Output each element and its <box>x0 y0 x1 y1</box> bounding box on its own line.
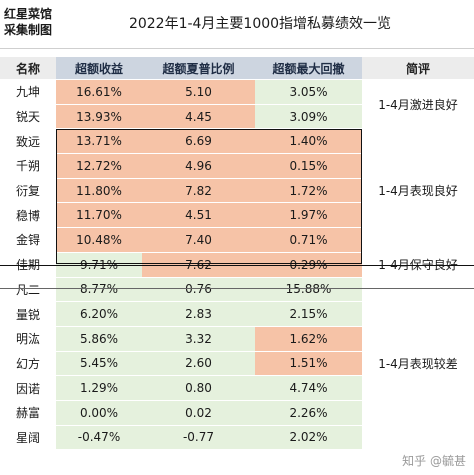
column-header-name: 名称 <box>0 57 56 80</box>
fund-name-cell: 因诺 <box>0 375 56 401</box>
fund-name-cell: 锐天 <box>0 104 56 130</box>
comment-cell: 1-4月保守良好 <box>362 252 474 278</box>
excess-sharpe-cell: 3.32 <box>142 326 255 352</box>
table-row: 金锝 10.48% 7.40 0.71% <box>0 227 474 253</box>
excess-sharpe-cell: 7.40 <box>142 227 255 253</box>
fund-name-cell: 稳博 <box>0 202 56 229</box>
excess-return-cell: 16.61% <box>56 79 142 105</box>
table-row: 明汯 5.86% 3.32 1.62% <box>0 326 474 352</box>
fund-name-cell: 衍复 <box>0 178 56 204</box>
table-body: 九坤 16.61% 5.10 3.05% 1-4月激进良好 锐天 13.93% 4.45 3.0… <box>0 79 474 451</box>
max-drawdown-cell: 1.51% <box>255 351 362 377</box>
watermark: 知乎 @毓甚 <box>402 454 466 468</box>
max-drawdown-cell: 1.62% <box>255 326 362 352</box>
header-row: 名称 超额收益 超额夏普比例 超额最大回撤 简评 <box>0 57 474 80</box>
table-row: 稳博 11.70% 4.51 1.97% <box>0 202 474 229</box>
excess-return-cell: 13.93% <box>56 104 142 130</box>
excess-sharpe-cell: 2.60 <box>142 351 255 377</box>
fund-name-cell: 赫富 <box>0 400 56 426</box>
excess-sharpe-cell: 6.69 <box>142 128 255 155</box>
column-header-comment: 简评 <box>362 57 474 80</box>
excess-sharpe-cell: 0.76 <box>142 277 255 303</box>
excess-return-cell: 1.29% <box>56 375 142 401</box>
table-row: 致远 13.71% 6.69 1.40% 1-4月表现良好 <box>0 128 474 253</box>
brand-label: 红星菜馆 采集制图 <box>0 0 56 48</box>
max-drawdown-cell: 1.40% <box>255 128 362 155</box>
brand-line-2: 采集制图 <box>4 23 53 37</box>
max-drawdown-cell: 4.74% <box>255 375 362 401</box>
fund-name-cell: 幻方 <box>0 351 56 377</box>
excess-sharpe-cell: 2.83 <box>142 301 255 327</box>
fund-name-cell: 量锐 <box>0 301 56 327</box>
fund-name-cell: 千朔 <box>0 153 56 179</box>
fund-name-cell: 金锝 <box>0 227 56 253</box>
page-title: 2022年1-4月主要1000指增私募绩效一览 <box>128 16 392 32</box>
excess-return-cell: 11.70% <box>56 202 142 229</box>
table-row: 千朔 12.72% 4.96 0.15% <box>0 153 474 179</box>
excess-sharpe-cell: 0.80 <box>142 375 255 401</box>
excess-return-cell: -0.47% <box>56 425 142 451</box>
table-header-band: 红星菜馆 采集制图 2022年1-4月主要1000指增私募绩效一览 <box>0 0 474 49</box>
max-drawdown-cell: 2.15% <box>255 301 362 327</box>
max-drawdown-cell: 0.29% <box>255 252 362 278</box>
table-row: 锐天 13.93% 4.45 3.09% <box>0 104 474 130</box>
excess-sharpe-cell: 5.10 <box>142 79 255 105</box>
fund-name-cell: 凡二 <box>0 277 56 303</box>
excess-sharpe-cell: 4.96 <box>142 153 255 179</box>
excess-return-cell: 8.77% <box>56 277 142 303</box>
excess-return-cell: 5.86% <box>56 326 142 352</box>
table-row: 九坤 16.61% 5.10 3.05% 1-4月激进良好 <box>0 79 474 130</box>
column-header-max-drawdown: 超额最大回撤 <box>255 57 362 80</box>
performance-table: 名称 超额收益 超额夏普比例 超额最大回撤 简评 九坤 16.61% 5.10 3.0… <box>0 57 474 451</box>
excess-sharpe-cell: 0.02 <box>142 400 255 426</box>
excess-sharpe-cell: 7.62 <box>142 252 255 278</box>
column-header-excess-sharpe: 超额夏普比例 <box>142 57 255 80</box>
fund-name-cell: 星阔 <box>0 425 56 451</box>
comment-cell: 1-4月表现较差 <box>362 277 474 451</box>
max-drawdown-cell: 1.97% <box>255 202 362 229</box>
fund-name-cell: 九坤 <box>0 79 56 105</box>
max-drawdown-cell: 2.02% <box>255 425 362 451</box>
divider-line-upper <box>0 265 474 266</box>
max-drawdown-cell: 15.88% <box>255 277 362 303</box>
excess-return-cell: 5.45% <box>56 351 142 377</box>
table-row: 赫富 0.00% 0.02 2.26% <box>0 400 474 426</box>
column-header-excess-return: 超额收益 <box>56 57 142 80</box>
excess-sharpe-cell: 4.51 <box>142 202 255 229</box>
table-row: 佳期 9.71% 7.62 0.29% 1-4月保守良好 <box>0 252 474 278</box>
excess-return-cell: 12.72% <box>56 153 142 179</box>
excess-return-cell: 0.00% <box>56 400 142 426</box>
excess-sharpe-cell: -0.77 <box>142 425 255 451</box>
max-drawdown-cell: 0.15% <box>255 153 362 179</box>
table-row: 衍复 11.80% 7.82 1.72% <box>0 178 474 204</box>
table-row: 量锐 6.20% 2.83 2.15% <box>0 301 474 327</box>
excess-sharpe-cell: 4.45 <box>142 104 255 130</box>
fund-name-cell: 明汯 <box>0 326 56 352</box>
excess-return-cell: 10.48% <box>56 227 142 253</box>
comment-cell: 1-4月激进良好 <box>362 79 474 130</box>
excess-return-cell: 11.80% <box>56 178 142 204</box>
brand-line-1: 红星菜馆 <box>4 7 53 21</box>
excess-return-cell: 9.71% <box>56 252 142 278</box>
fund-name-cell: 佳期 <box>0 252 56 278</box>
excess-sharpe-cell: 7.82 <box>142 178 255 204</box>
excess-return-cell: 6.20% <box>56 301 142 327</box>
max-drawdown-cell: 3.09% <box>255 104 362 130</box>
max-drawdown-cell: 1.72% <box>255 178 362 204</box>
table-row: 因诺 1.29% 0.80 4.74% <box>0 375 474 401</box>
table-row: 凡二 8.77% 0.76 15.88% 1-4月表现较差 <box>0 277 474 451</box>
comment-cell: 1-4月表现良好 <box>362 128 474 253</box>
table-row: 幻方 5.45% 2.60 1.51% <box>0 351 474 377</box>
max-drawdown-cell: 0.71% <box>255 227 362 253</box>
divider-line-lower <box>0 288 474 289</box>
max-drawdown-cell: 3.05% <box>255 79 362 105</box>
fund-name-cell: 致远 <box>0 128 56 155</box>
max-drawdown-cell: 2.26% <box>255 400 362 426</box>
excess-return-cell: 13.71% <box>56 128 142 155</box>
table-row: 星阔 -0.47% -0.77 2.02% <box>0 425 474 451</box>
